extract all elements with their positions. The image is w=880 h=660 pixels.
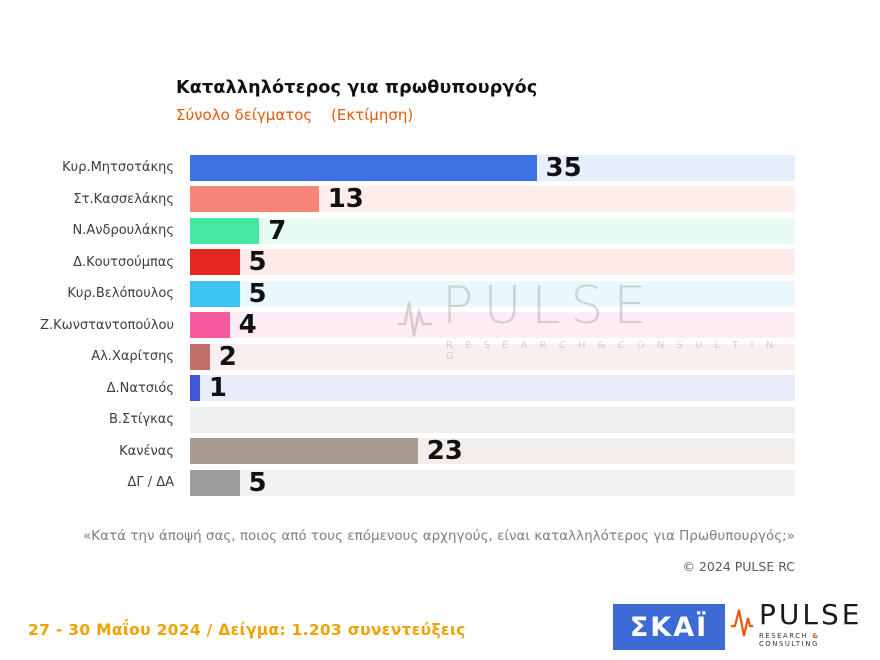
chart-row: Δ.Νατσιός 1 xyxy=(0,373,795,405)
pulse-logo-brand: PULSE xyxy=(759,598,863,631)
chart-title: Καταλληλότερος για πρωθυπουργός xyxy=(176,78,538,98)
bar xyxy=(190,312,230,339)
row-track: 35 xyxy=(190,152,795,183)
value-label: 5 xyxy=(248,247,267,278)
bar xyxy=(190,249,240,276)
category-label: Αλ.Χαρίτσης xyxy=(91,349,174,365)
category-label: Ζ.Κωνσταντοπούλου xyxy=(40,317,174,333)
row-track: 5 xyxy=(190,278,795,309)
chart-row: Ζ.Κωνσταντοπούλου 4 xyxy=(0,310,795,342)
subtitle-note: (Εκτίμηση) xyxy=(331,106,414,124)
chart-row: Κυρ.Βελόπουλος 5 xyxy=(0,278,795,310)
survey-question: «Κατά την άποψή σας, ποιος από τους επόμ… xyxy=(83,528,795,544)
bar-chart: Κυρ.Μητσοτάκης 35 Στ.Κασσελάκης 13 Ν.Ανδρουλ… xyxy=(0,152,795,499)
skai-logo: ΣΚΑΪ xyxy=(613,604,725,650)
chart-rows: Κυρ.Μητσοτάκης 35 Στ.Κασσελάκης 13 Ν.Ανδρουλ… xyxy=(0,152,795,499)
category-label: Στ.Κασσελάκης xyxy=(73,191,174,207)
copyright: © 2024 PULSE RC xyxy=(682,559,795,574)
chart-row: Αλ.Χαρίτσης 2 xyxy=(0,341,795,373)
pulse-logo-text: PULSE RESEARCH & CONSULTING xyxy=(759,598,867,649)
bar xyxy=(190,438,418,465)
pulse-logo: PULSE RESEARCH & CONSULTING xyxy=(731,600,867,648)
chart-row: ΔΓ / ΔΑ 5 xyxy=(0,467,795,499)
value-label: 5 xyxy=(248,278,267,309)
value-label: 13 xyxy=(327,184,364,215)
bar xyxy=(190,469,240,496)
row-track: 5 xyxy=(190,467,795,498)
bar xyxy=(190,154,537,181)
row-track xyxy=(190,406,795,433)
category-label: Κυρ.Βελόπουλος xyxy=(67,286,174,302)
waveform-icon xyxy=(731,604,753,644)
bar xyxy=(190,375,200,402)
row-track: 23 xyxy=(190,436,795,467)
value-label: 5 xyxy=(248,467,267,498)
title-block: Καταλληλότερος για πρωθυπουργός Σύνολο δ… xyxy=(176,78,537,124)
value-label: 1 xyxy=(208,373,227,404)
chart-row: Ν.Ανδρουλάκης 7 xyxy=(0,215,795,247)
bar xyxy=(190,343,210,370)
row-track: 1 xyxy=(190,373,795,404)
value-label: 2 xyxy=(218,341,237,372)
row-track: 13 xyxy=(190,184,795,215)
bar xyxy=(190,280,240,307)
category-label: Κανένας xyxy=(119,443,174,459)
category-label: Β.Στίγκας xyxy=(108,412,174,428)
ampersand: & xyxy=(812,632,820,641)
chart-row: Στ.Κασσελάκης 13 xyxy=(0,184,795,216)
category-label: ΔΓ / ΔΑ xyxy=(127,475,174,491)
pulse-logo-tagline: RESEARCH & CONSULTING xyxy=(759,632,820,649)
bar xyxy=(190,186,319,213)
subtitle-main: Σύνολο δείγματος xyxy=(176,106,313,124)
row-track: 4 xyxy=(190,310,795,341)
category-label: Ν.Ανδρουλάκης xyxy=(72,223,175,239)
value-label: 23 xyxy=(426,436,463,467)
bar xyxy=(190,217,260,244)
chart-row: Κανένας 23 xyxy=(0,436,795,468)
category-label: Κυρ.Μητσοτάκης xyxy=(62,160,174,176)
chart-subtitle: Σύνολο δείγματος (Εκτίμηση) xyxy=(176,106,537,124)
chart-row: Κυρ.Μητσοτάκης 35 xyxy=(0,152,795,184)
row-track: 2 xyxy=(190,341,795,372)
chart-row: Δ.Κουτσούμπας 5 xyxy=(0,247,795,279)
chart-row: Β.Στίγκας xyxy=(0,404,795,436)
row-track: 5 xyxy=(190,247,795,278)
row-track: 7 xyxy=(190,215,795,246)
category-label: Δ.Νατσιός xyxy=(106,380,174,396)
fieldwork-info: 27 - 30 Μαΐου 2024 / Δείγμα: 1.203 συνεν… xyxy=(28,621,466,639)
value-label: 35 xyxy=(545,152,582,183)
value-label: 4 xyxy=(238,310,257,341)
value-label: 7 xyxy=(268,215,287,246)
category-label: Δ.Κουτσούμπας xyxy=(73,254,174,270)
